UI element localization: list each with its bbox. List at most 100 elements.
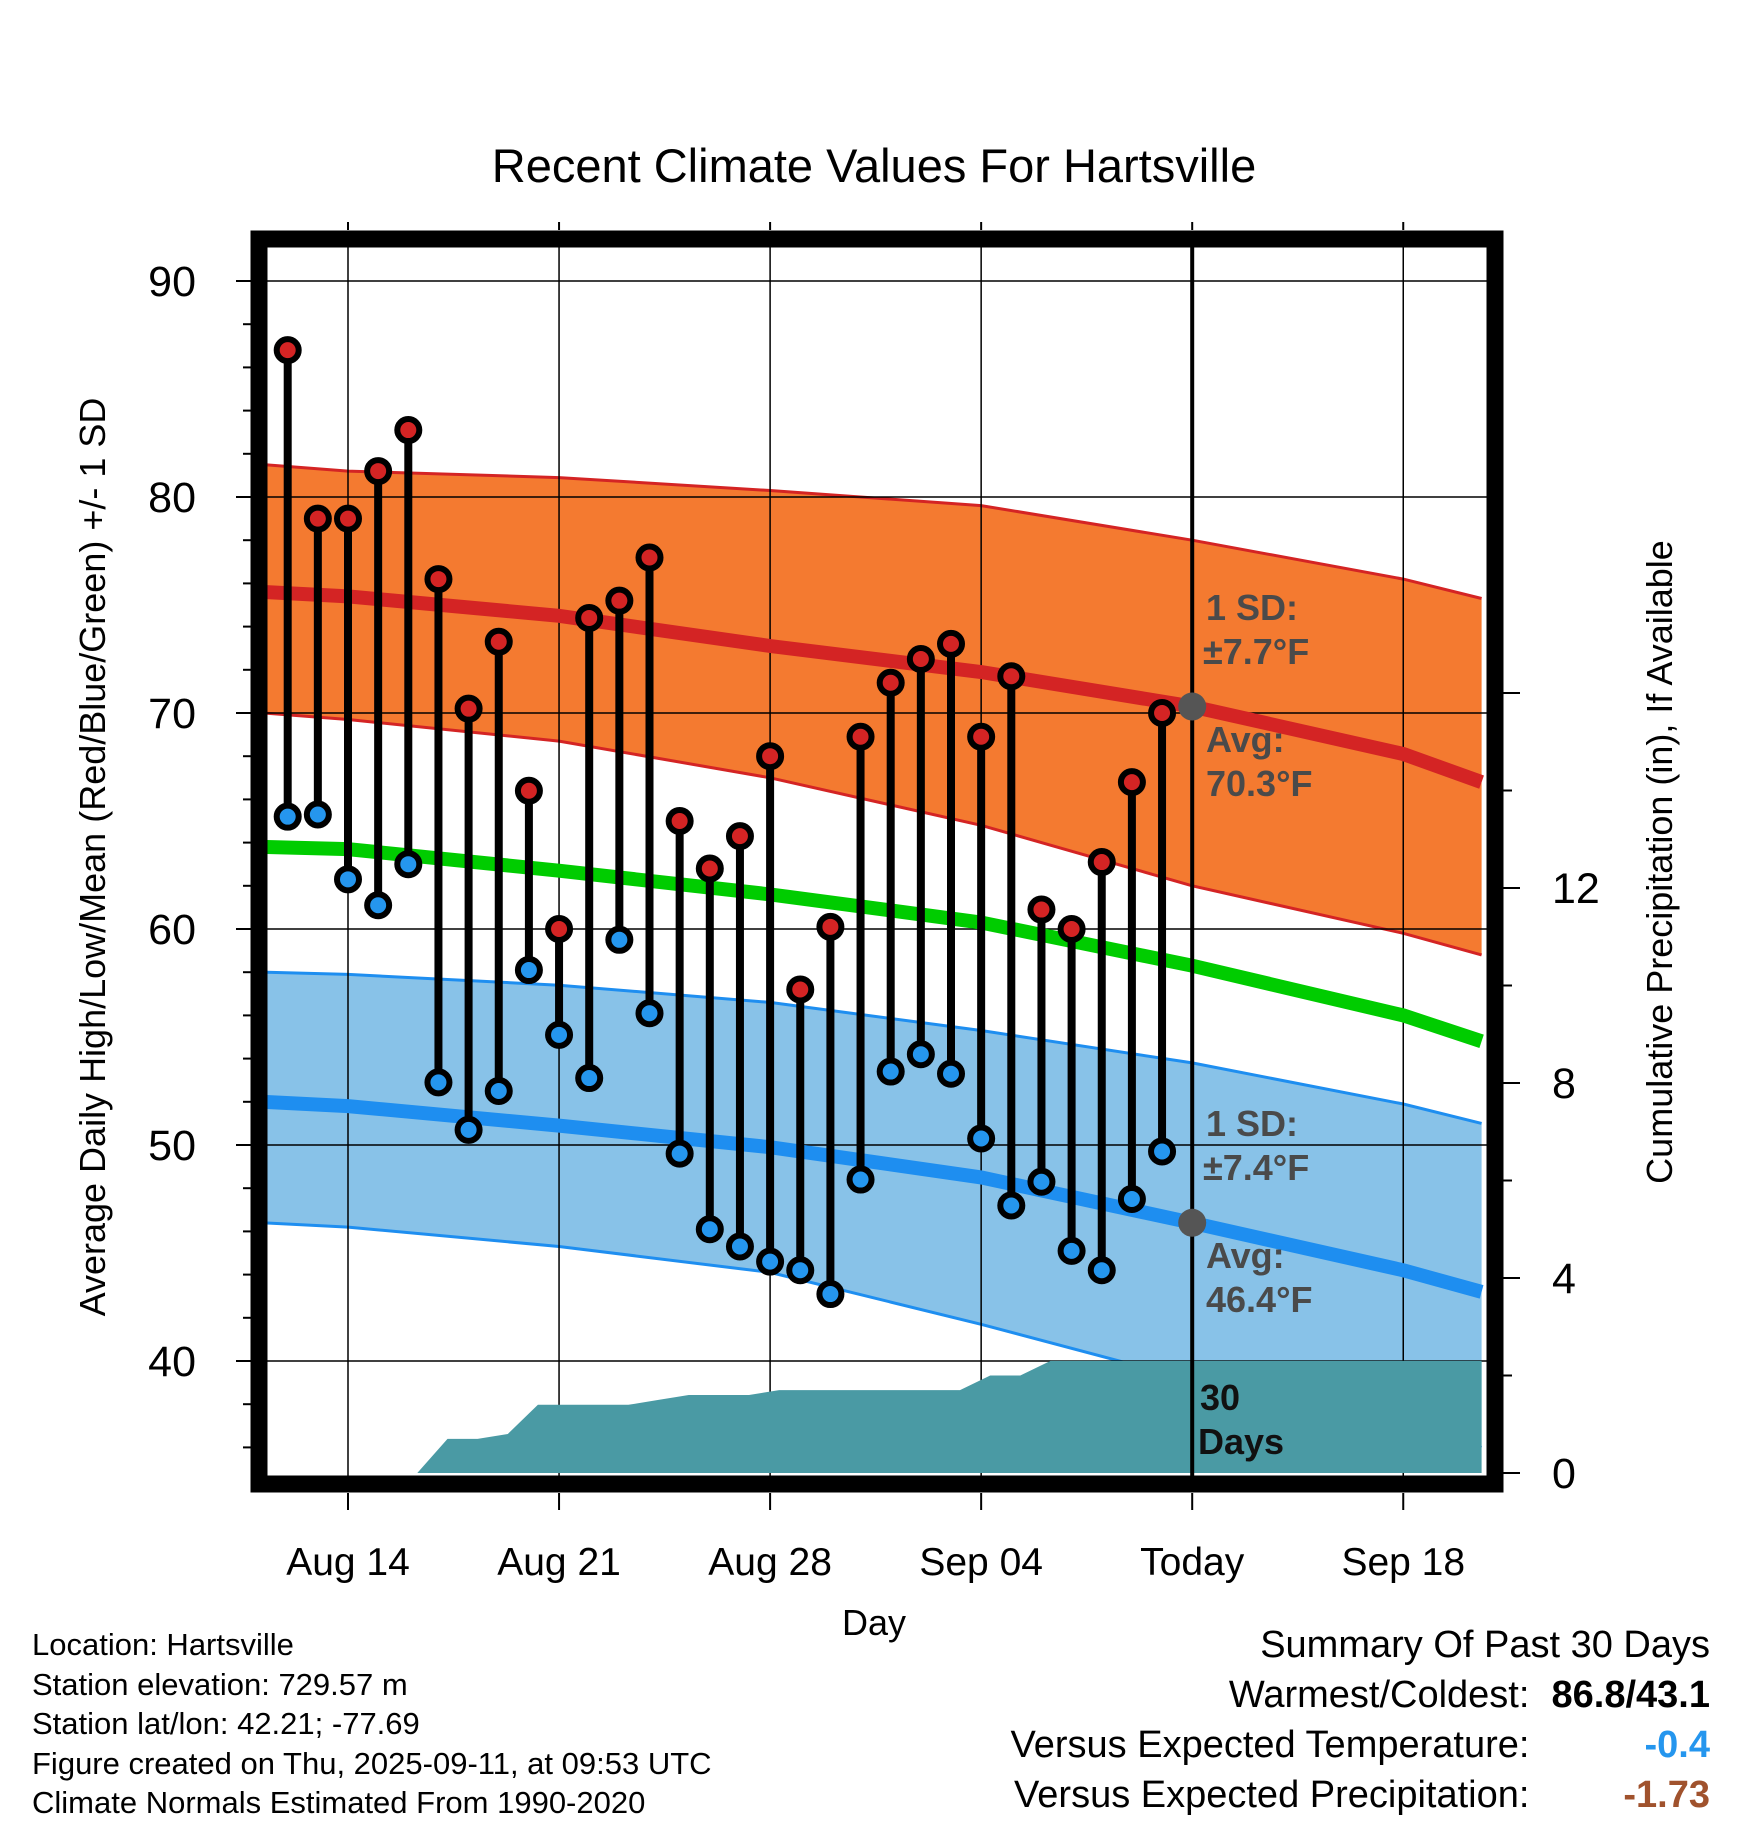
low-temp-point <box>334 865 362 894</box>
created-text: Figure created on Thu, 2025-09-11, at 09… <box>32 1745 712 1781</box>
avg-low-line <box>267 1094 1484 1299</box>
low-temp-point <box>816 1280 845 1309</box>
y-axis-label: Average Daily High/Low/Mean (Red/Blue/Gr… <box>72 398 113 1317</box>
normals-text: Climate Normals Estimated From 1990-2020 <box>32 1785 646 1820</box>
warmest-value: 86.8 <box>1551 1674 1626 1716</box>
high-temp-point <box>937 629 965 658</box>
high-temp-point <box>906 645 935 673</box>
low-avg-value: 46.4°F <box>1206 1279 1312 1320</box>
low-temp-point <box>635 999 664 1028</box>
elevation-text: Station elevation: 729.57 m <box>32 1666 408 1702</box>
temp-anomaly-label: Versus Expected Temperature: <box>1010 1724 1530 1766</box>
high-avg-value: 70.3°F <box>1206 763 1312 804</box>
low-temp-point <box>484 1077 513 1105</box>
high-temp-point <box>876 668 905 697</box>
summary-panel: Summary Of Past 30 Days Warmest/Coldest:… <box>1011 1620 1710 1820</box>
temp-anomaly-row: Versus Expected Temperature: -0.4 <box>1011 1720 1710 1770</box>
low-temp-point <box>1087 1256 1116 1285</box>
high-temp-point <box>394 416 423 445</box>
location-text: Location: Hartsville <box>32 1627 294 1662</box>
precip-anomaly-row: Versus Expected Precipitation: -1.73 <box>1011 1770 1710 1820</box>
x-tick-label: Aug 28 <box>708 1541 832 1584</box>
high-temp-point <box>756 742 785 771</box>
low-temp-point <box>1117 1185 1146 1213</box>
high-temp-point <box>846 722 875 751</box>
low-temp-point <box>756 1247 785 1276</box>
high-temp-point <box>1087 848 1116 877</box>
high-temp-point <box>725 822 754 851</box>
high-temp-point <box>545 915 574 943</box>
observed-temperatures <box>273 336 1177 1309</box>
left-y-axis: 40 50 60 70 80 90 <box>148 258 251 1449</box>
high-temp-point <box>1057 915 1086 943</box>
x-tick-label: Today <box>1140 1541 1245 1584</box>
high-temp-point <box>1148 699 1177 727</box>
low-temp-point <box>937 1059 965 1088</box>
today-low-avg-marker <box>1178 1208 1207 1237</box>
today-line <box>1178 247 1207 1476</box>
low-temp-point <box>273 802 302 831</box>
y-tick-label: 70 <box>148 690 196 738</box>
low-temp-point <box>605 925 634 954</box>
high-temp-point <box>665 807 694 835</box>
y2-axis-label: Cumulative Precipitation (in), If Availa… <box>1639 540 1680 1184</box>
high-temp-point <box>514 776 543 805</box>
low-temp-point <box>1148 1137 1177 1166</box>
normal-lines <box>267 585 1484 1299</box>
high-temp-point <box>1027 895 1056 924</box>
low-temp-point <box>725 1232 754 1261</box>
low-temp-point <box>303 800 332 829</box>
low-temp-point <box>424 1068 453 1097</box>
low-temp-point <box>786 1256 815 1285</box>
y-tick-label: 90 <box>148 258 196 306</box>
temp-anomaly-value: -0.4 <box>1644 1724 1710 1766</box>
y-tick-label: 60 <box>148 906 196 954</box>
high-temp-point <box>997 662 1026 691</box>
y-tick-label: 50 <box>148 1122 196 1170</box>
x-tick-label: Aug 21 <box>497 1541 621 1584</box>
high-sd-label: 1 SD: <box>1206 587 1298 628</box>
latlon-text: Station lat/lon: 42.21; -77.69 <box>32 1706 420 1741</box>
chart-title: Recent Climate Values For Hartsville <box>492 139 1256 192</box>
avg-high-line <box>267 585 1484 789</box>
warm-cold-row: Warmest/Coldest: 86.8/43.1 <box>1011 1670 1710 1720</box>
high-temp-point <box>364 457 393 486</box>
low-temp-point <box>514 956 543 985</box>
low-temp-point <box>364 891 393 920</box>
high-temp-point <box>454 694 483 723</box>
x-axis: Aug 14 Aug 21 Aug 28 Sep 04 Today Sep 18 <box>286 222 1465 1584</box>
warm-cold-label: Warmest/Coldest: <box>1228 1674 1530 1716</box>
low-avg-label: Avg: <box>1206 1235 1285 1276</box>
high-temp-point <box>967 722 996 751</box>
precip-anomaly-value: -1.73 <box>1623 1774 1710 1816</box>
x-tick-label: Sep 18 <box>1341 1541 1465 1584</box>
right-y-axis: 0 4 8 12 <box>1503 692 1600 1498</box>
station-info: Location: Hartsville Station elevation: … <box>32 1625 712 1823</box>
low-temp-point <box>695 1215 724 1244</box>
low-sd-band <box>267 972 1482 1448</box>
normal-bands <box>267 463 1482 1449</box>
low-sd-band-upper-edge <box>267 970 1482 1125</box>
y2-tick-label: 12 <box>1552 865 1600 913</box>
precipitation-area <box>417 1360 1482 1473</box>
summary-heading: Summary Of Past 30 Days <box>1260 1624 1710 1666</box>
low-sd-label: 1 SD: <box>1206 1103 1298 1144</box>
high-temp-point <box>816 912 845 941</box>
high-temp-point <box>695 854 724 883</box>
cumulative-precip-fill <box>417 1360 1482 1473</box>
precip-anomaly-label: Versus Expected Precipitation: <box>1014 1774 1530 1816</box>
high-temp-point <box>273 336 302 365</box>
low-temp-point <box>906 1040 935 1069</box>
x-tick-label: Sep 04 <box>919 1541 1043 1584</box>
high-temp-point <box>635 543 664 572</box>
low-temp-point <box>394 850 423 879</box>
high-temp-point <box>484 627 513 656</box>
high-temp-point <box>334 504 362 533</box>
low-temp-point <box>1057 1236 1086 1265</box>
high-temp-point <box>303 504 332 533</box>
low-temp-point <box>545 1020 574 1049</box>
annotations: 1 SD: ±7.7°F Avg: 70.3°F 1 SD: ±7.4°F Av… <box>1198 587 1312 1462</box>
high-temp-point <box>575 603 604 632</box>
y-tick-label: 80 <box>148 474 196 522</box>
high-temp-point <box>786 975 815 1004</box>
